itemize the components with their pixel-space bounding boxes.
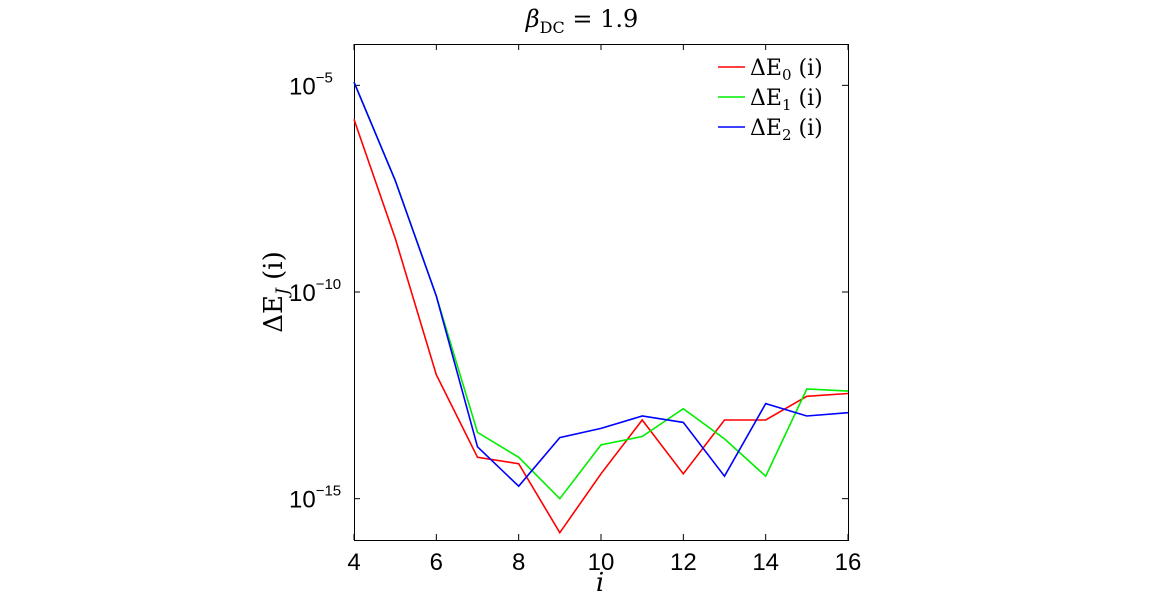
legend-label-subscript: 0: [782, 66, 792, 84]
y-tick-label-exponent: −5: [316, 69, 333, 86]
y-tick-label-base: 10: [289, 487, 316, 514]
chart-title: βDC = 1.9: [525, 5, 639, 37]
series-line-0: [353, 119, 849, 535]
legend-label-2: ΔE2 (i): [750, 116, 823, 144]
y-axis-label-suffix: (i): [259, 251, 289, 288]
x-axis-label: i: [596, 568, 604, 598]
chart-title-subscript: DC: [540, 18, 565, 37]
y-axis-label-prefix: ΔE: [259, 295, 289, 333]
x-tick-label: 8: [512, 549, 525, 576]
x-tick-label: 4: [347, 549, 360, 576]
y-tick-label: 10−15: [289, 483, 341, 514]
legend-label-subscript: 1: [782, 96, 792, 114]
chart-title-symbol: β: [525, 5, 540, 33]
y-tick-label-base: 10: [289, 73, 316, 100]
x-tick-label: 12: [670, 549, 697, 576]
x-axis-ticks: 4 6 8 10 12 14 16: [347, 44, 861, 576]
series-layer: [353, 81, 849, 535]
chart-title-rest: = 1.9: [565, 5, 639, 33]
legend-label-prefix: ΔE: [750, 116, 782, 141]
y-axis-label: ΔEJ (i): [259, 251, 293, 332]
legend-label-suffix: (i): [792, 116, 823, 141]
y-tick-label-exponent: −10: [316, 276, 341, 293]
legend-label-prefix: ΔE: [750, 56, 782, 81]
x-tick-label: 14: [752, 549, 779, 576]
x-tick-label: 10: [588, 549, 615, 576]
legend-label-subscript: 2: [782, 126, 792, 144]
y-tick-label: 10−10: [289, 276, 341, 307]
legend: ΔE0 (i)ΔE1 (i)ΔE2 (i): [718, 56, 823, 144]
y-tick-label-base: 10: [289, 280, 316, 307]
y-axis-label-subscript: J: [273, 287, 293, 298]
x-tick-label: 6: [430, 549, 443, 576]
y-tick-label: 10−5: [289, 69, 333, 100]
legend-label-prefix: ΔE: [750, 86, 782, 111]
legend-label-suffix: (i): [792, 86, 823, 111]
series-line-2: [353, 81, 849, 488]
x-tick-label: 16: [835, 549, 862, 576]
legend-label-0: ΔE0 (i): [750, 56, 823, 84]
legend-label-1: ΔE1 (i): [750, 86, 823, 114]
y-tick-label-exponent: −15: [316, 483, 341, 500]
legend-label-suffix: (i): [792, 56, 823, 81]
series-line-1: [353, 81, 849, 500]
